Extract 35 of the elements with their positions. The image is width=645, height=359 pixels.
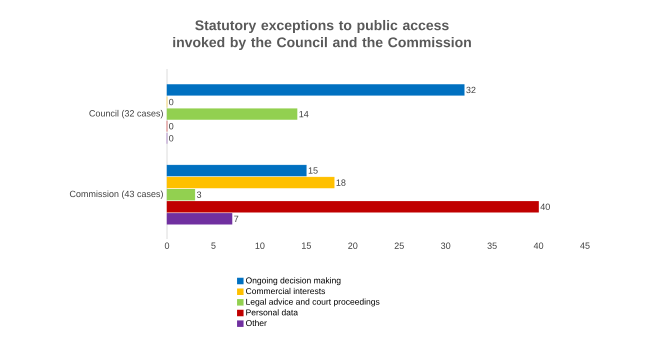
x-tick-label: 25: [394, 242, 404, 249]
x-tick-label: 30: [441, 242, 450, 249]
data-label: 7: [234, 216, 238, 222]
legend-label: Commercial interests: [246, 288, 326, 294]
x-tick-label: 15: [302, 242, 311, 249]
legend-label: Personal data: [246, 309, 298, 316]
data-label: 32: [466, 86, 476, 94]
x-tick-label: 45: [580, 242, 590, 249]
chart-title: Statutory exceptions to public access invoked by the Council and the Commission: [173, 20, 471, 50]
y-tick-label: Commission (43 cases): [70, 190, 163, 199]
bar: [166, 164, 307, 176]
data-label: 0: [169, 98, 174, 106]
data-label: 40: [540, 204, 550, 210]
bar: [166, 176, 334, 188]
bar: [166, 84, 464, 96]
bar: [166, 108, 298, 120]
data-label: 0: [169, 123, 174, 130]
x-tick-label: 5: [211, 242, 216, 249]
bar: [166, 201, 539, 212]
y-tick-label: Council (32 cases): [89, 110, 163, 118]
bar: [166, 213, 232, 225]
legend-label: Ongoing decision making: [246, 277, 340, 286]
x-tick-label: 10: [256, 242, 265, 249]
x-tick-label: 35: [487, 242, 497, 249]
data-label: 14: [299, 111, 308, 118]
data-label: 0: [169, 135, 174, 142]
bar: [166, 189, 196, 200]
x-tick-label: 0: [164, 242, 170, 249]
x-tick-label: 40: [534, 242, 544, 249]
legend-label: Legal advice and court proceedings: [246, 298, 380, 306]
x-tick-label: 20: [348, 242, 358, 249]
data-label: 15: [308, 167, 318, 174]
data-label: 18: [336, 179, 346, 186]
legend-label: Other: [246, 320, 267, 326]
data-label: 3: [196, 192, 202, 198]
